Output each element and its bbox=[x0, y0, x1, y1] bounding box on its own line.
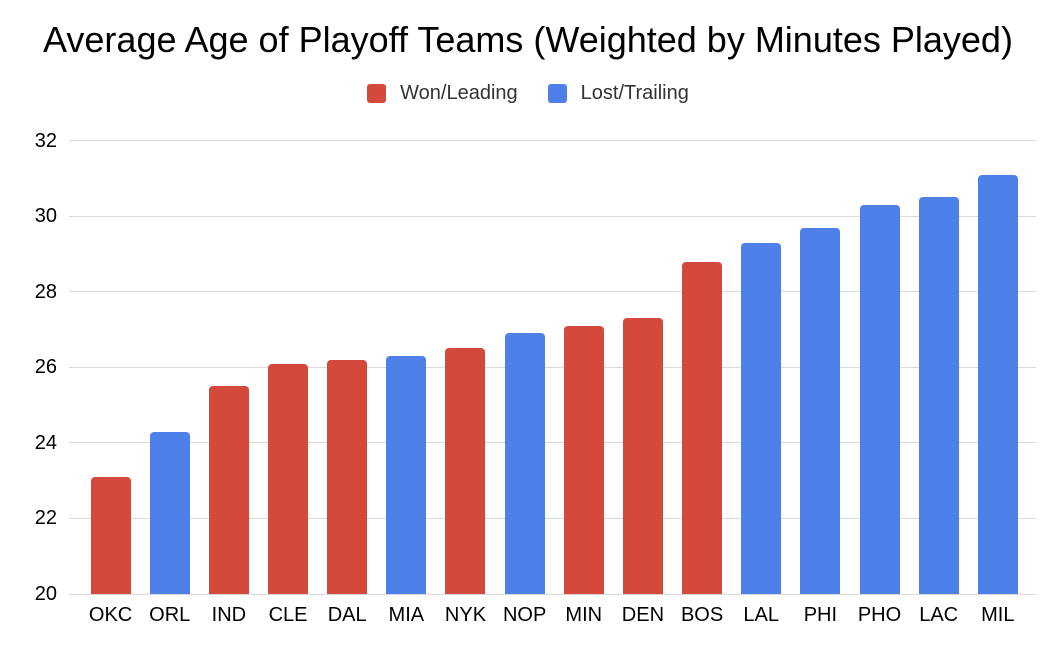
bar-pho[interactable] bbox=[859, 204, 900, 594]
x-axis-tick-label-lac: LAC bbox=[919, 604, 959, 626]
bar-nop[interactable] bbox=[504, 333, 545, 594]
y-axis-tick-label: 32 bbox=[34, 129, 57, 152]
legend-label: Won/Leading bbox=[400, 82, 518, 104]
gridline-y-30 bbox=[69, 215, 1036, 217]
x-axis-tick-label-cle: CLE bbox=[268, 604, 308, 626]
y-axis-tick-label: 28 bbox=[34, 280, 57, 303]
bar-mia[interactable] bbox=[386, 356, 427, 594]
legend-item-won-leading: Won/Leading bbox=[367, 82, 518, 105]
bar-okc[interactable] bbox=[90, 476, 131, 594]
bar-phi[interactable] bbox=[800, 227, 841, 594]
gridline-y-32 bbox=[69, 140, 1036, 142]
bar-dal[interactable] bbox=[327, 359, 368, 594]
x-axis-tick-label-pho: PHO bbox=[857, 604, 902, 626]
x-axis-tick-label-nyk: NYK bbox=[444, 604, 487, 626]
x-axis-tick-label-dal: DAL bbox=[327, 604, 367, 626]
bar-bos[interactable] bbox=[682, 261, 723, 594]
x-axis-tick-label-bos: BOS bbox=[680, 604, 724, 626]
x-axis-tick-label-mia: MIA bbox=[388, 604, 425, 626]
bar-lal[interactable] bbox=[741, 242, 782, 594]
x-axis-tick-label-den: DEN bbox=[621, 604, 665, 626]
gridline-y-22 bbox=[69, 517, 1036, 519]
x-axis-tick-label-mil: MIL bbox=[981, 604, 1015, 626]
y-axis-tick-label: 20 bbox=[34, 583, 57, 605]
gridline-y-28 bbox=[69, 291, 1036, 293]
y-axis-tick-label: 24 bbox=[34, 431, 57, 454]
y-axis-tick-label: 22 bbox=[34, 507, 57, 530]
x-axis-tick-label-min: MIN bbox=[565, 604, 603, 626]
bar-cle[interactable] bbox=[268, 363, 309, 594]
legend-swatch-icon bbox=[367, 84, 387, 103]
x-axis-tick-label-orl: ORL bbox=[149, 604, 191, 626]
x-axis-tick-label-okc: OKC bbox=[88, 604, 133, 626]
bar-min[interactable] bbox=[563, 325, 604, 594]
legend-item-lost-trailing: Lost/Trailing bbox=[547, 82, 689, 105]
legend-swatch-icon bbox=[547, 84, 567, 103]
x-axis-tick-label-lal: LAL bbox=[743, 604, 780, 626]
bar-lac[interactable] bbox=[918, 197, 959, 594]
bar-orl[interactable] bbox=[149, 431, 190, 594]
x-axis-tick-label-phi: PHI bbox=[803, 604, 838, 626]
bar-ind[interactable] bbox=[208, 386, 249, 594]
y-axis-tick-label: 30 bbox=[34, 205, 57, 228]
x-axis-tick-label-ind: IND bbox=[211, 604, 247, 626]
x-axis-tick-label-nop: NOP bbox=[502, 604, 547, 626]
gridline-y-24 bbox=[69, 442, 1036, 444]
bar-nyk[interactable] bbox=[445, 348, 486, 594]
gridline-y-20 bbox=[69, 593, 1036, 595]
y-axis-tick-label: 26 bbox=[34, 356, 57, 379]
legend: Won/Leading Lost/Trailing bbox=[0, 82, 1056, 105]
bar-den[interactable] bbox=[622, 318, 663, 594]
bar-mil[interactable] bbox=[977, 174, 1018, 594]
legend-label: Lost/Trailing bbox=[580, 82, 689, 104]
chart-title: Average Age of Playoff Teams (Weighted b… bbox=[43, 19, 1013, 60]
gridline-y-26 bbox=[69, 366, 1036, 368]
